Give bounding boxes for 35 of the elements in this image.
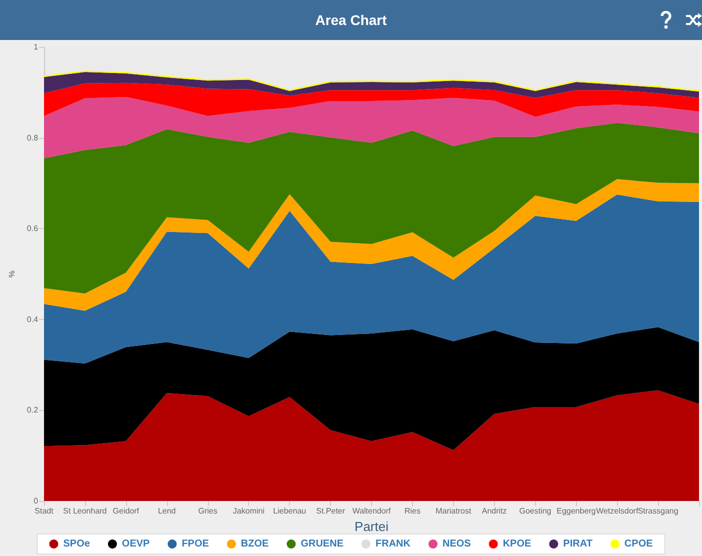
y-tick-label: 0.8 bbox=[26, 133, 39, 142]
y-tick-label: 0.4 bbox=[26, 314, 39, 324]
x-tick-label: Lend bbox=[158, 506, 176, 516]
y-tick-label: 0.6 bbox=[26, 224, 39, 234]
legend-label: PIRAT bbox=[563, 538, 592, 550]
x-tick-label: Eggenberg bbox=[556, 506, 596, 516]
legend-label: KPOE bbox=[502, 538, 532, 550]
legend-label: NEOS bbox=[442, 538, 472, 550]
x-tick-label: Strassgang bbox=[638, 506, 678, 516]
x-tick-label: Andritz bbox=[482, 506, 507, 516]
y-tick-label: 1 bbox=[34, 42, 39, 52]
x-tick-label: St Leonhard bbox=[63, 506, 107, 516]
x-tick-label: Liebenau bbox=[273, 506, 306, 516]
x-tick-label: Wetzelsdorf bbox=[596, 506, 639, 516]
x-tick-label: Stadt bbox=[34, 506, 54, 516]
x-tick-label: Ries bbox=[404, 506, 420, 516]
x-tick-label: Goesting bbox=[519, 506, 552, 516]
chart-title: Area Chart bbox=[315, 12, 387, 28]
legend-label: GRUENE bbox=[300, 538, 344, 550]
y-tick-label: 0.2 bbox=[26, 406, 39, 415]
x-tick-label: Jakomini bbox=[232, 506, 265, 516]
x-tick-label: Geidorf bbox=[112, 506, 140, 516]
legend-label: CPOE bbox=[624, 538, 654, 550]
x-tick-label: Mariatrost bbox=[436, 506, 472, 516]
x-axis-title: Partei bbox=[354, 518, 389, 534]
legend-label: FRANK bbox=[375, 538, 412, 550]
legend-label: BZOE bbox=[240, 538, 270, 550]
legend-label: SPOe bbox=[63, 538, 90, 550]
legend-label: FPOE bbox=[182, 538, 210, 550]
x-tick-label: Waltendorf bbox=[352, 506, 392, 516]
legend-label: OEVP bbox=[122, 538, 150, 550]
y-tick-label: 0 bbox=[34, 496, 39, 506]
x-tick-label: St.Peter bbox=[316, 506, 346, 516]
y-axis-title: % bbox=[8, 270, 16, 278]
x-tick-label: Gries bbox=[198, 506, 218, 516]
